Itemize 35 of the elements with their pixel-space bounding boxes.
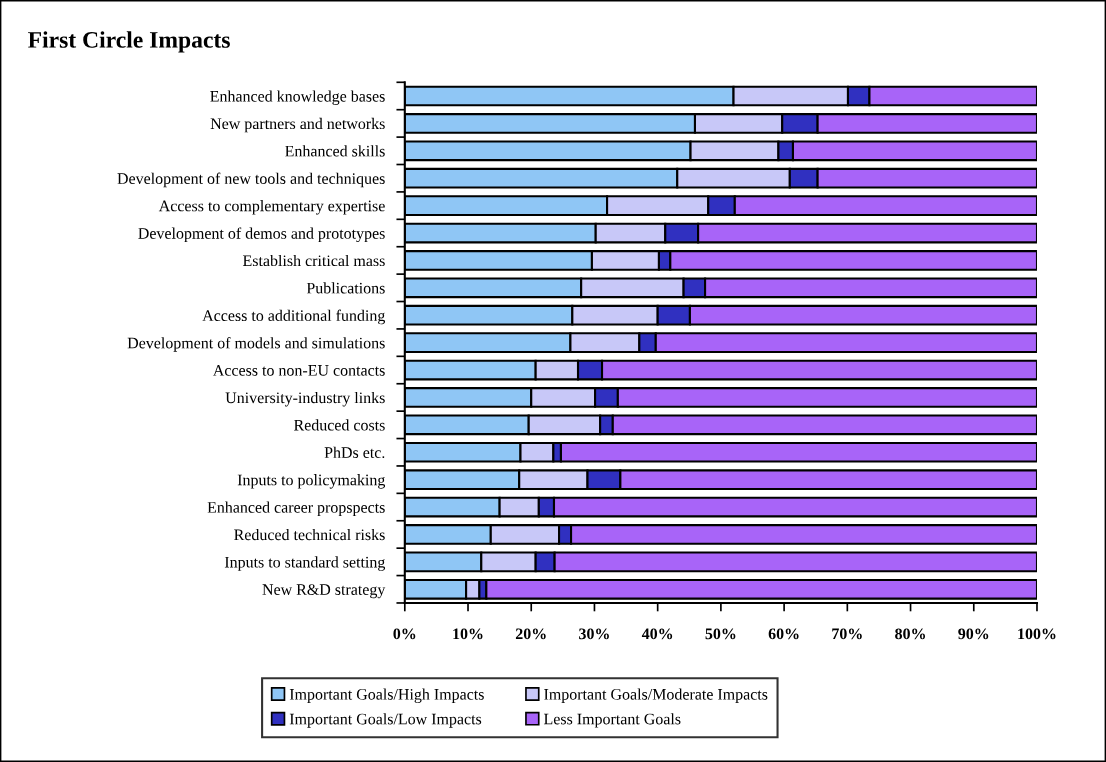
legend-label: Important Goals/Low Impacts [289, 713, 482, 728]
x-tick-label: 20% [515, 628, 546, 640]
y-tick-label: Development of new tools and techniques [117, 172, 385, 188]
x-tick-label: 80% [895, 628, 926, 640]
y-tick-label: Enhanced career propspects [207, 501, 385, 516]
x-tick-label: 100% [1018, 628, 1056, 640]
y-tick-label: New R&D strategy [262, 584, 386, 599]
y-tick-label: Development of models and simulations [127, 337, 385, 352]
x-tick-label: 90% [958, 628, 989, 640]
y-tick-label: Access to complementary expertise [158, 200, 385, 215]
legend-label: Important Goals/Moderate Impacts [544, 688, 768, 703]
y-tick-label: Enhanced knowledge bases [210, 90, 385, 105]
y-tick-label: Access to additional funding [202, 309, 386, 325]
x-tick-label: 40% [641, 628, 673, 640]
y-tick-label: Publications [306, 282, 385, 294]
x-tick-label: 0% [393, 628, 416, 640]
y-tick-label: Establish critical mass [242, 254, 385, 267]
y-tick-label: PhDs etc. [324, 446, 385, 459]
text: First Circle Impacts [28, 31, 230, 53]
x-tick-label: 10% [453, 628, 483, 640]
y-tick-label: University-industry links [225, 391, 385, 407]
x-tick-label: 30% [579, 628, 609, 640]
y-tick-label: Development of demos and prototypes [138, 227, 385, 243]
y-tick-label: Inputs to standard setting [224, 556, 386, 571]
x-tick-label: 50% [705, 628, 736, 640]
legend-label: Important Goals/High Impacts [289, 688, 484, 704]
y-tick-label: New partners and networks [210, 117, 385, 133]
y-tick-label: Inputs to policymaking [237, 474, 386, 489]
y-tick-label: Reduced costs [293, 419, 385, 431]
y-tick-label: Reduced technical risks [234, 528, 385, 541]
x-tick-label: 70% [832, 628, 862, 640]
legend-label: Less Important Goals [543, 713, 681, 728]
x-tick-label: 60% [768, 628, 799, 640]
y-tick-label: Enhanced skills [285, 145, 385, 157]
y-tick-label: Access to non-EU contacts [212, 365, 385, 376]
